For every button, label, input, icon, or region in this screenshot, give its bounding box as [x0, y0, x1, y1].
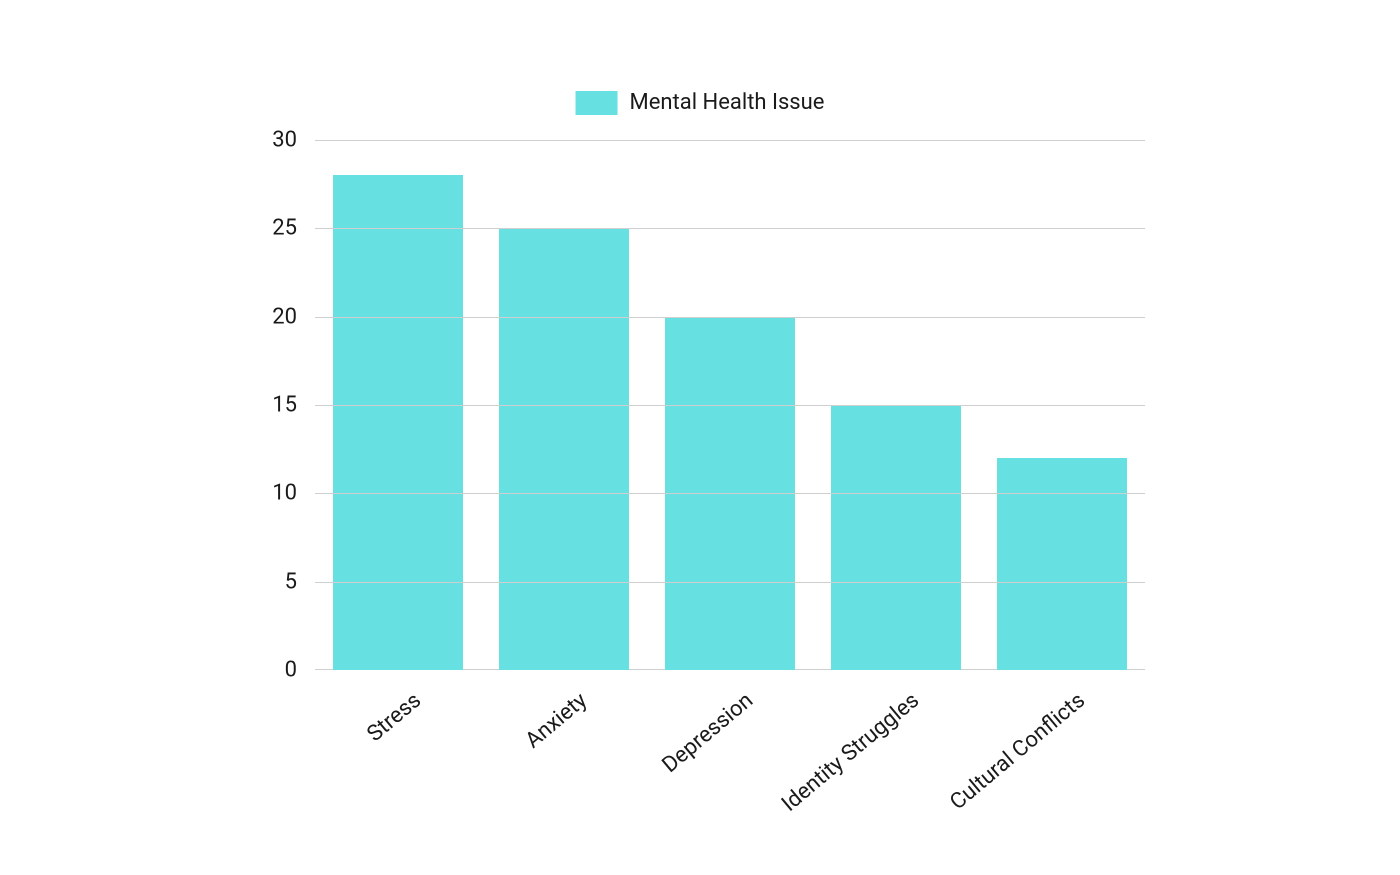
- bar: [499, 228, 628, 670]
- y-tick-label: 10: [247, 481, 297, 506]
- bar-chart: Mental Health Issue StressAnxietyDepress…: [0, 0, 1400, 875]
- bar: [333, 175, 462, 670]
- gridline: [315, 405, 1145, 406]
- x-tick-label: Depression: [658, 688, 758, 778]
- x-tick-label: Stress: [363, 688, 426, 747]
- x-tick-label: Cultural Conflicts: [945, 688, 1090, 815]
- gridline: [315, 228, 1145, 229]
- y-tick-label: 20: [247, 304, 297, 329]
- y-tick-label: 15: [247, 393, 297, 418]
- x-tick-label: Anxiety: [521, 688, 592, 753]
- gridline: [315, 493, 1145, 494]
- y-tick-label: 30: [247, 128, 297, 153]
- y-tick-label: 5: [247, 569, 297, 594]
- x-axis-labels: StressAnxietyDepressionIdentity Struggle…: [315, 670, 1145, 810]
- legend-label: Mental Health Issue: [630, 90, 825, 115]
- bar: [997, 458, 1126, 670]
- x-tick-label: Identity Struggles: [777, 688, 924, 817]
- plot-area: StressAnxietyDepressionIdentity Struggle…: [315, 140, 1145, 670]
- legend: Mental Health Issue: [576, 90, 825, 115]
- legend-swatch: [576, 91, 618, 115]
- bar: [831, 405, 960, 670]
- y-tick-label: 25: [247, 216, 297, 241]
- gridline: [315, 317, 1145, 318]
- y-tick-label: 0: [247, 658, 297, 683]
- gridline: [315, 582, 1145, 583]
- gridline: [315, 140, 1145, 141]
